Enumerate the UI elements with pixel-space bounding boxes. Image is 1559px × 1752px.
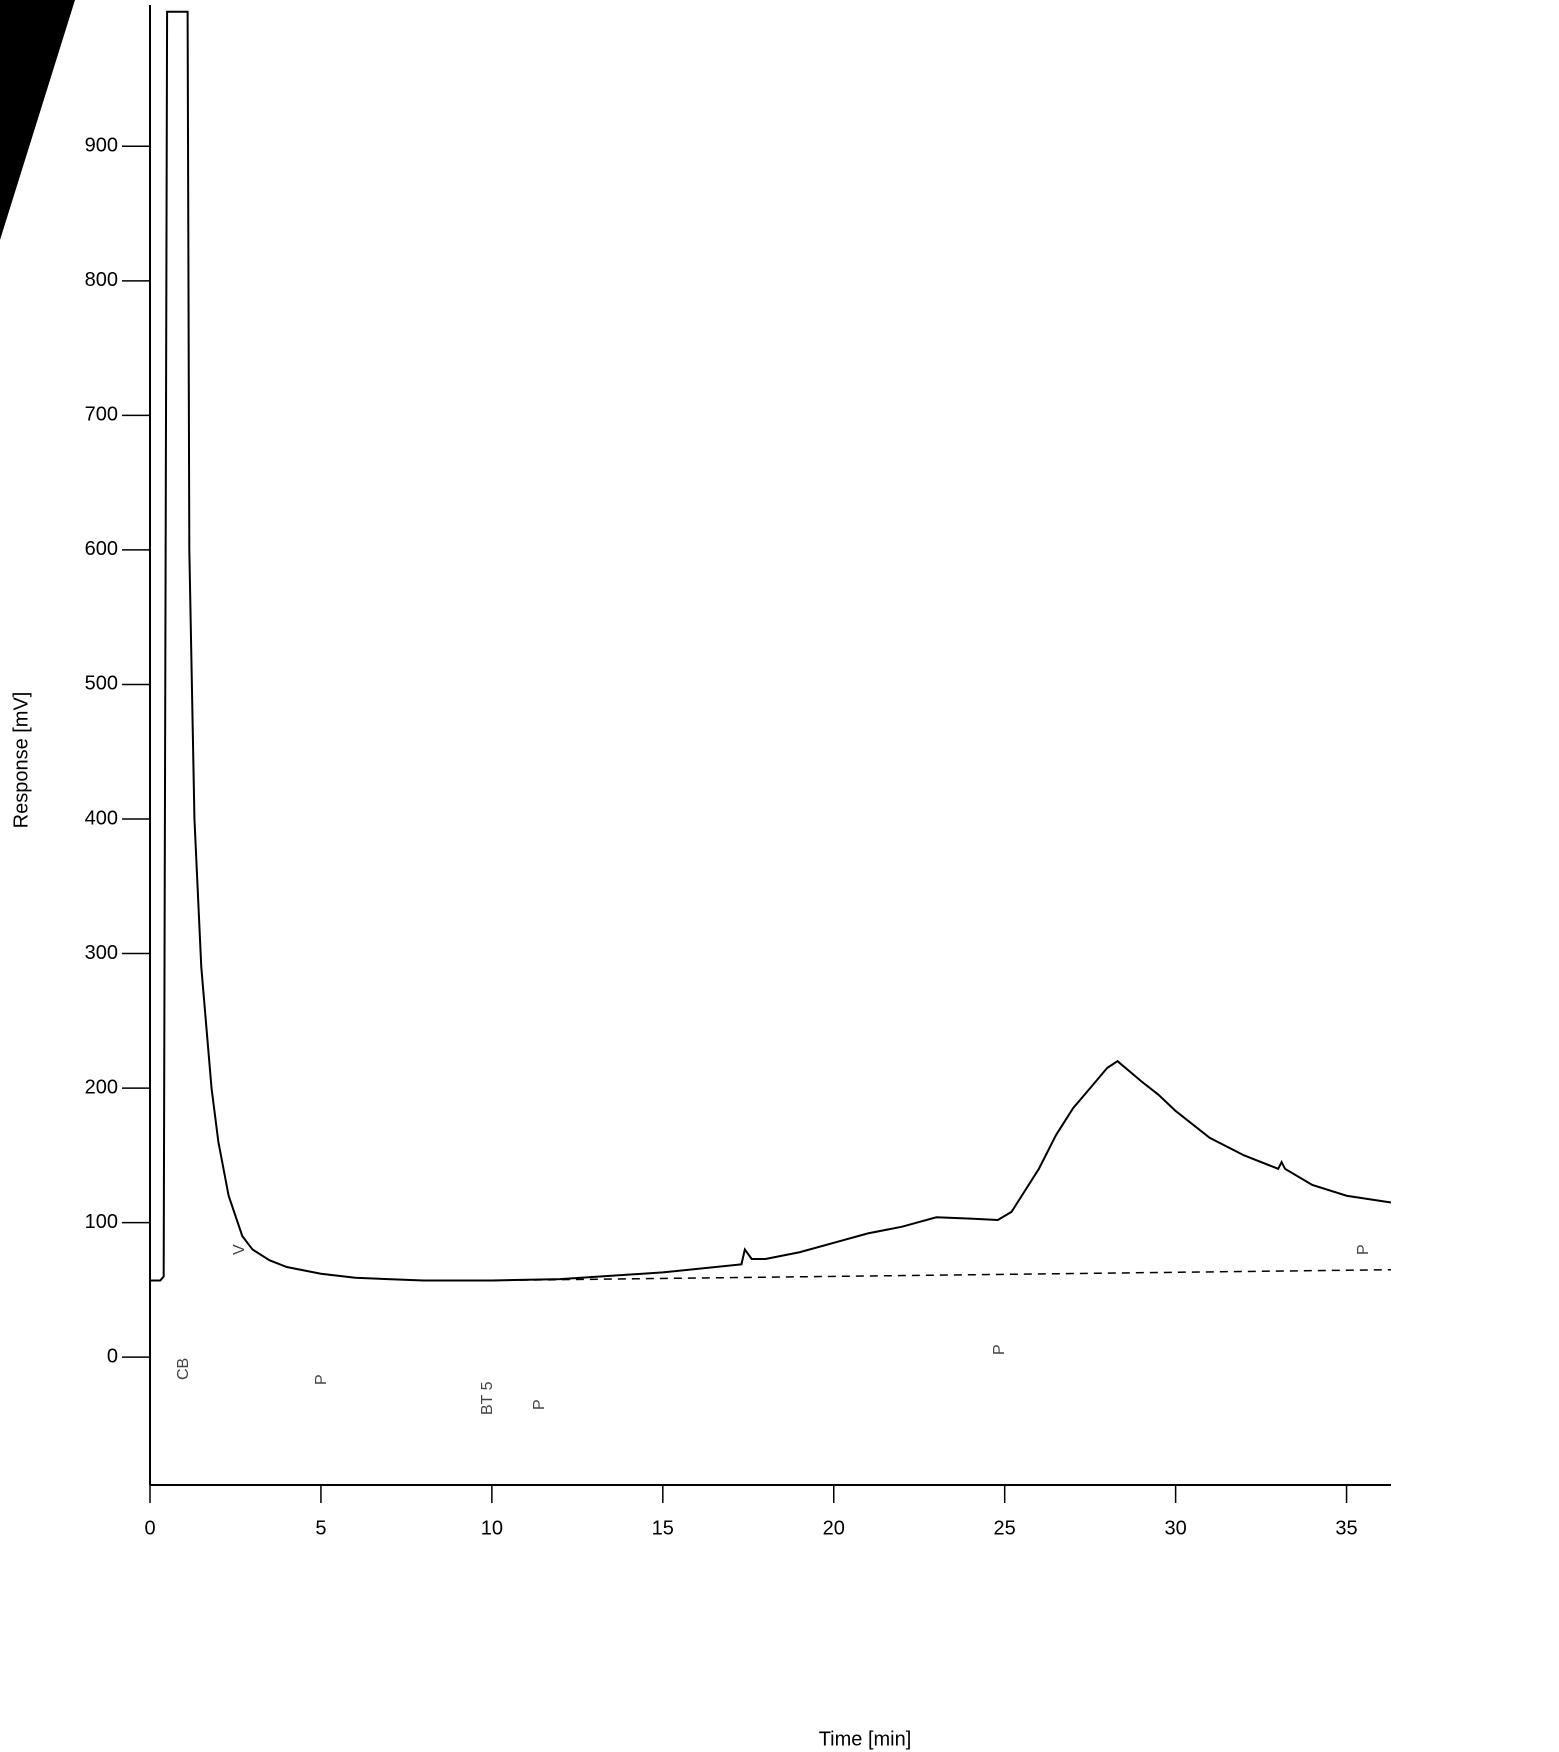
x-tick-label: 35 — [1335, 1517, 1357, 1539]
x-tick-label: 10 — [481, 1517, 503, 1539]
y-tick-label: 900 — [85, 135, 118, 157]
annotation: P — [531, 1399, 548, 1410]
y-tick-label: 600 — [85, 538, 118, 560]
annotation: P — [1355, 1244, 1372, 1255]
x-axis-label: Time [min] — [819, 1728, 912, 1750]
y-tick-label: 200 — [85, 1076, 118, 1098]
x-tick-label: 25 — [994, 1517, 1016, 1539]
y-axis-label: Response [mV] — [10, 692, 32, 829]
baseline — [491, 1268, 1392, 1282]
annotation: P — [313, 1374, 330, 1385]
y-tick-label: 400 — [85, 807, 118, 829]
y-tick-label: 0 — [107, 1345, 118, 1367]
annotation: CB — [175, 1358, 192, 1380]
x-tick-label: 15 — [652, 1517, 674, 1539]
y-tick-label: 500 — [85, 673, 118, 695]
annotation: P — [991, 1344, 1008, 1355]
annotation: BT 5 — [479, 1381, 496, 1415]
x-tick-label: 30 — [1164, 1517, 1186, 1539]
y-tick-label: 700 — [85, 404, 118, 426]
y-tick-label: 100 — [85, 1211, 118, 1233]
x-tick-label: 20 — [823, 1517, 845, 1539]
y-tick-label: 800 — [85, 269, 118, 291]
annotation: V — [231, 1244, 248, 1255]
trace — [150, 10, 1392, 1282]
scan-edge — [0, 0, 75, 240]
x-tick-label: 5 — [315, 1517, 326, 1539]
x-tick-label: 0 — [144, 1517, 155, 1539]
y-tick-label: 300 — [85, 942, 118, 964]
